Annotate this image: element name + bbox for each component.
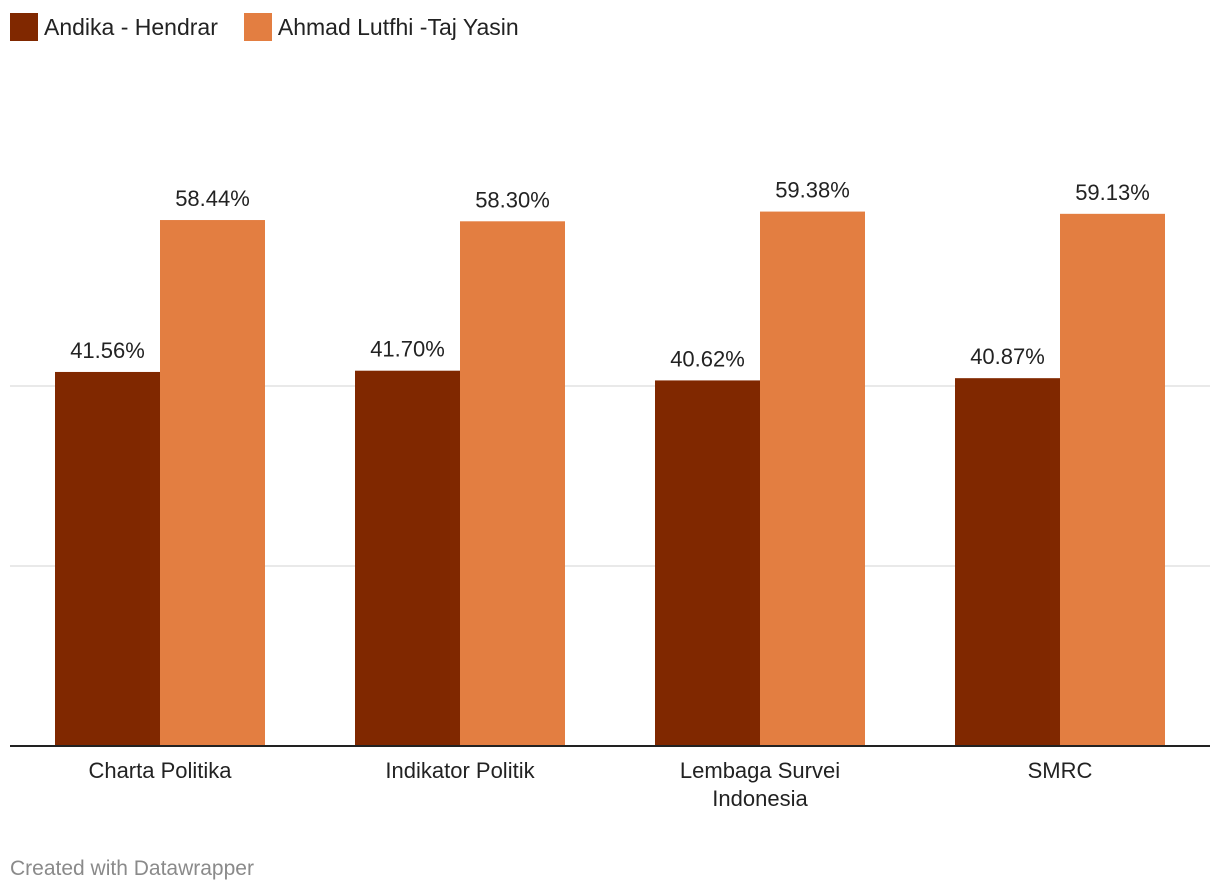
legend-swatch-series1 (10, 13, 38, 41)
value-label-series2-1: 58.30% (475, 187, 550, 212)
value-label-series1-2: 40.62% (670, 346, 745, 371)
value-label-series2-3: 59.13% (1075, 180, 1150, 205)
value-label-series2-2: 59.38% (775, 178, 850, 203)
value-label-series1-0: 41.56% (70, 338, 145, 363)
credit-text: Created with Datawrapper (10, 857, 254, 880)
category-label-line: Lembaga Survei (680, 758, 840, 783)
category-label-line: Indikator Politik (385, 758, 535, 783)
value-label-series2-0: 58.44% (175, 186, 250, 211)
legend-swatch-series2 (243, 13, 272, 41)
bar-series1-1 (355, 370, 460, 746)
bar-series1-2 (655, 380, 760, 746)
value-label-series1-3: 40.87% (970, 344, 1045, 369)
category-label-line: Charta Politika (88, 758, 232, 783)
bar-series2-0 (160, 220, 265, 747)
category-label-0: Charta Politika (88, 758, 232, 783)
legend-label-series1: Andika - Hendrar (44, 13, 218, 40)
bar-series2-2 (760, 211, 865, 746)
legend-item-andika-hendrar: Andika - Hendrar (10, 13, 218, 41)
value-label-series1-1: 41.70% (370, 337, 445, 362)
bar-series2-1 (460, 221, 565, 747)
category-label-1: Indikator Politik (385, 758, 535, 783)
category-label-line: SMRC (1028, 758, 1093, 783)
category-label-line: Indonesia (712, 786, 808, 811)
category-label-2: Lembaga Survei Indonesia (680, 758, 840, 811)
bar-series2-3 (1060, 213, 1165, 746)
category-label-3: SMRC (1028, 758, 1093, 783)
legend: Andika - Hendrar Ahmad Lutfhi -Taj Yasin (10, 10, 545, 44)
legend-item-ahmad-lutfhi-taj-yasin: Ahmad Lutfhi -Taj Yasin (243, 13, 519, 41)
bar-series1-3 (955, 378, 1060, 746)
legend-label-series2: Ahmad Lutfhi -Taj Yasin (277, 13, 519, 40)
bar-series1-0 (55, 371, 160, 746)
